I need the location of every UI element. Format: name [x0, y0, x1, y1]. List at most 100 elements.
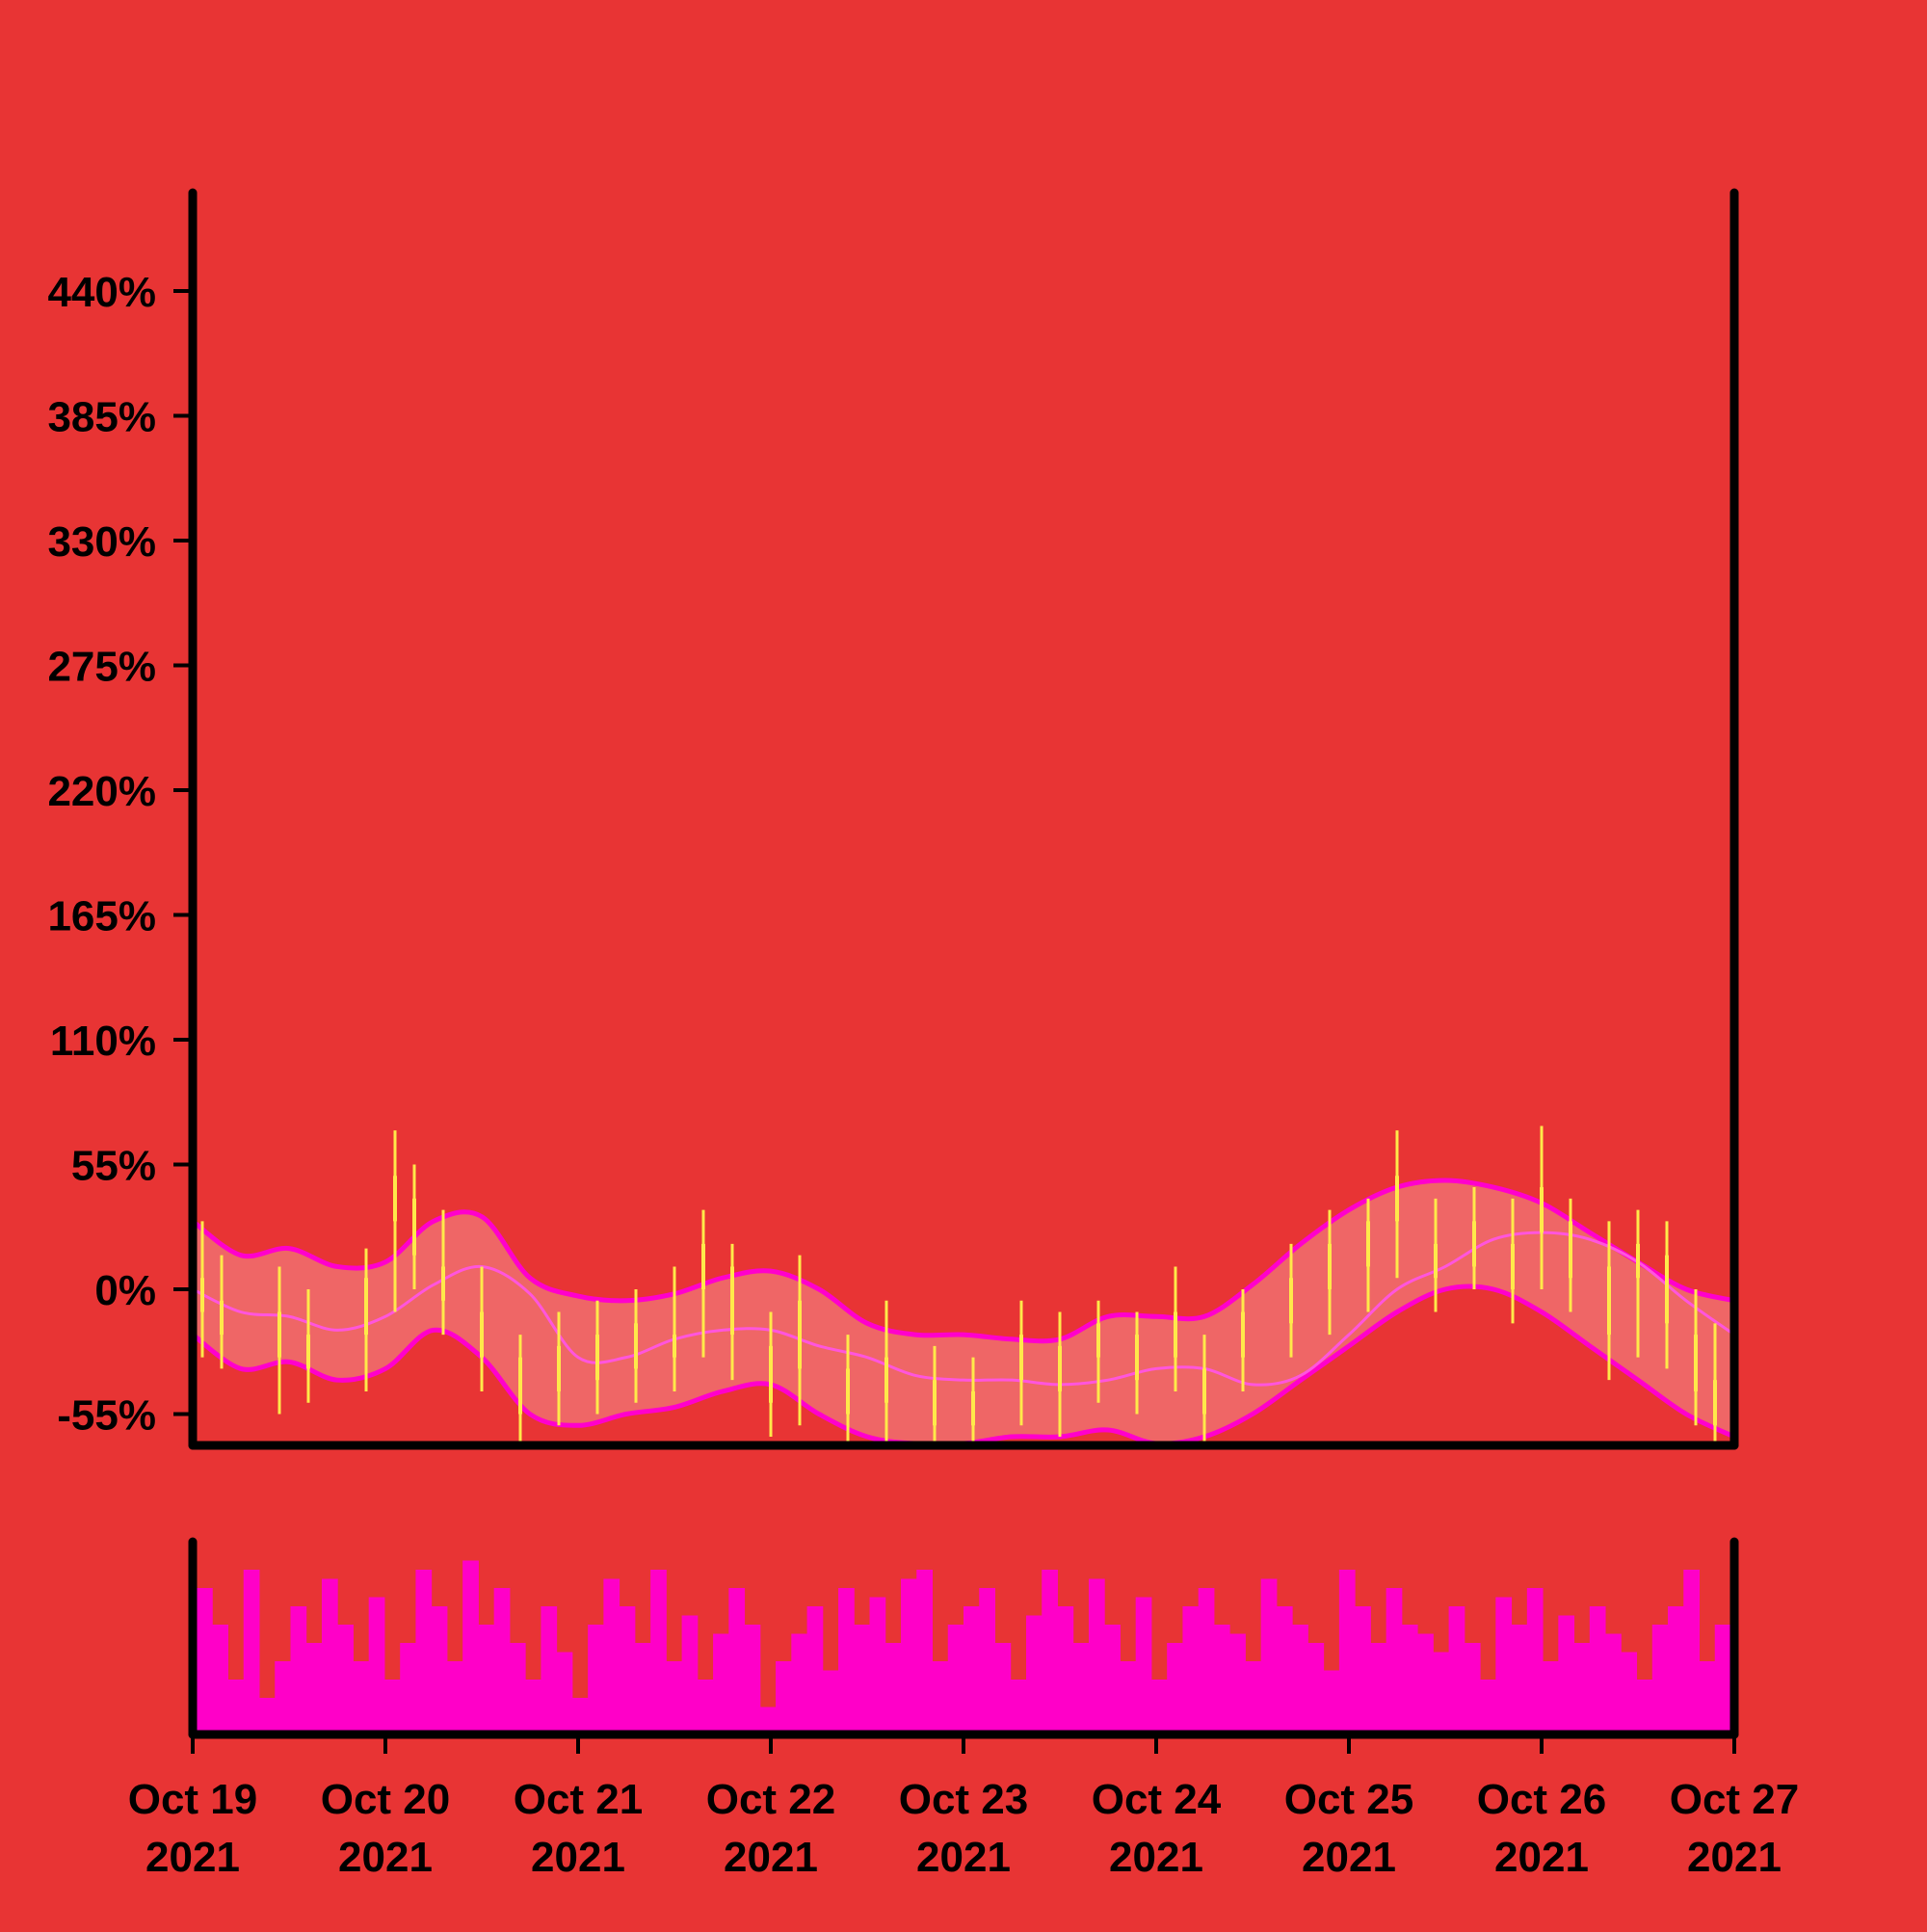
volume-bar	[947, 1625, 964, 1734]
candle-body	[884, 1357, 888, 1403]
volume-bar	[1072, 1643, 1090, 1734]
x-tick-label-line1: Oct 21	[514, 1776, 644, 1823]
volume-bar	[697, 1680, 714, 1734]
x-tick-label-line1: Oct 22	[706, 1776, 836, 1823]
volume-bar	[337, 1625, 354, 1734]
volume-bar	[368, 1597, 385, 1734]
candle-body	[1665, 1255, 1669, 1324]
x-tick-label-line1: Oct 25	[1284, 1776, 1414, 1823]
volume-bar	[901, 1578, 917, 1734]
candle-body	[1607, 1266, 1611, 1336]
volume-bar	[979, 1588, 995, 1734]
volume-bar	[1135, 1597, 1152, 1734]
volume-bar	[634, 1643, 651, 1734]
candle-body	[441, 1266, 445, 1301]
volume-bar	[791, 1633, 808, 1734]
mid-band-line	[193, 1231, 1734, 1387]
volume-bar	[728, 1588, 746, 1734]
volume-bar	[869, 1597, 886, 1734]
volume-bar	[1229, 1633, 1246, 1734]
volume-bar	[1120, 1661, 1137, 1734]
x-tick-label-line2: 2021	[724, 1834, 818, 1881]
volume-bar	[1464, 1643, 1481, 1734]
x-tick-label-line1: Oct 26	[1477, 1776, 1607, 1823]
volume-bar	[227, 1680, 245, 1734]
candle-body	[1511, 1243, 1515, 1289]
volume-bar	[1636, 1680, 1653, 1734]
y-tick-label: 0%	[94, 1267, 156, 1314]
x-tick-label-line2: 2021	[531, 1834, 625, 1881]
candle-body	[200, 1278, 204, 1312]
candle-body	[277, 1311, 281, 1358]
y-tick-label: 165%	[47, 893, 156, 940]
candle-body	[518, 1357, 522, 1415]
candle-body	[1366, 1221, 1370, 1267]
volume-bar	[884, 1643, 902, 1734]
band-fill	[193, 1179, 1734, 1444]
y-tick-label: 110%	[50, 1018, 156, 1065]
volume-bar	[1573, 1643, 1591, 1734]
volume-bar	[290, 1606, 307, 1734]
volume-bar	[509, 1643, 526, 1734]
volume-bar	[1480, 1680, 1496, 1734]
volume-bar	[478, 1625, 495, 1734]
candle-body	[730, 1266, 734, 1336]
volume-bar	[571, 1698, 589, 1734]
x-tick-label-line1: Oct 20	[321, 1776, 451, 1823]
volume-bar	[666, 1661, 683, 1734]
x-tick-label-line2: 2021	[145, 1834, 240, 1881]
volume-bar	[1167, 1643, 1183, 1734]
volume-bar	[650, 1570, 667, 1734]
candle-body	[480, 1311, 484, 1358]
candle-body	[933, 1380, 937, 1426]
x-tick-label-line1: Oct 24	[1092, 1776, 1222, 1823]
y-tick-label: -55%	[57, 1392, 156, 1440]
volume-bar	[415, 1570, 433, 1734]
volume-bar	[1495, 1597, 1513, 1734]
volume-bar	[493, 1588, 511, 1734]
volume-bar	[1198, 1588, 1215, 1734]
candle-body	[1019, 1335, 1023, 1381]
candle-body	[1694, 1335, 1698, 1391]
x-tick-label-line1: Oct 19	[128, 1776, 258, 1823]
volume-bar	[541, 1606, 558, 1734]
volume-bar	[383, 1680, 401, 1734]
candles	[200, 1125, 1717, 1444]
volume-bar	[1323, 1670, 1340, 1734]
volume-bar	[1558, 1615, 1575, 1734]
volume-bar	[1401, 1625, 1418, 1734]
volume-bar	[305, 1643, 323, 1734]
volume-bar	[1511, 1625, 1528, 1734]
x-tick-label-line2: 2021	[338, 1834, 433, 1881]
volume-bar	[1182, 1606, 1200, 1734]
volume-bar	[1589, 1606, 1606, 1734]
y-tick-label: 275%	[47, 644, 156, 691]
volume-bar	[838, 1588, 855, 1734]
volume-bar	[603, 1578, 620, 1734]
volume-bar	[806, 1606, 824, 1734]
candle-body	[1135, 1335, 1139, 1381]
volume-bar	[681, 1615, 699, 1734]
candle-body	[1202, 1368, 1206, 1415]
volume-bar	[243, 1570, 260, 1734]
volume-bar	[994, 1643, 1012, 1734]
candle-body	[412, 1198, 416, 1256]
volume-bars	[197, 1560, 1731, 1734]
candle-body	[971, 1390, 975, 1426]
volume-bar	[1417, 1633, 1434, 1734]
upper-band-line	[193, 1178, 1734, 1344]
candle-body	[1395, 1176, 1399, 1222]
volume-bar	[1526, 1588, 1544, 1734]
volume-bar	[854, 1625, 871, 1734]
candle-body	[846, 1368, 850, 1415]
candle-body	[1058, 1345, 1062, 1391]
volume-bar	[275, 1661, 291, 1734]
volume-bar	[932, 1661, 949, 1734]
y-axis-ticks: -55% 0% 55% 110% 165% 220% 275% 330% 385% 440%	[47, 269, 193, 1440]
volume-bar	[446, 1661, 463, 1734]
volume-bar	[462, 1560, 479, 1734]
volume-bar	[776, 1661, 792, 1734]
volume-bar	[1088, 1578, 1105, 1734]
candle-body	[364, 1278, 368, 1336]
volume-bar	[1683, 1570, 1701, 1734]
